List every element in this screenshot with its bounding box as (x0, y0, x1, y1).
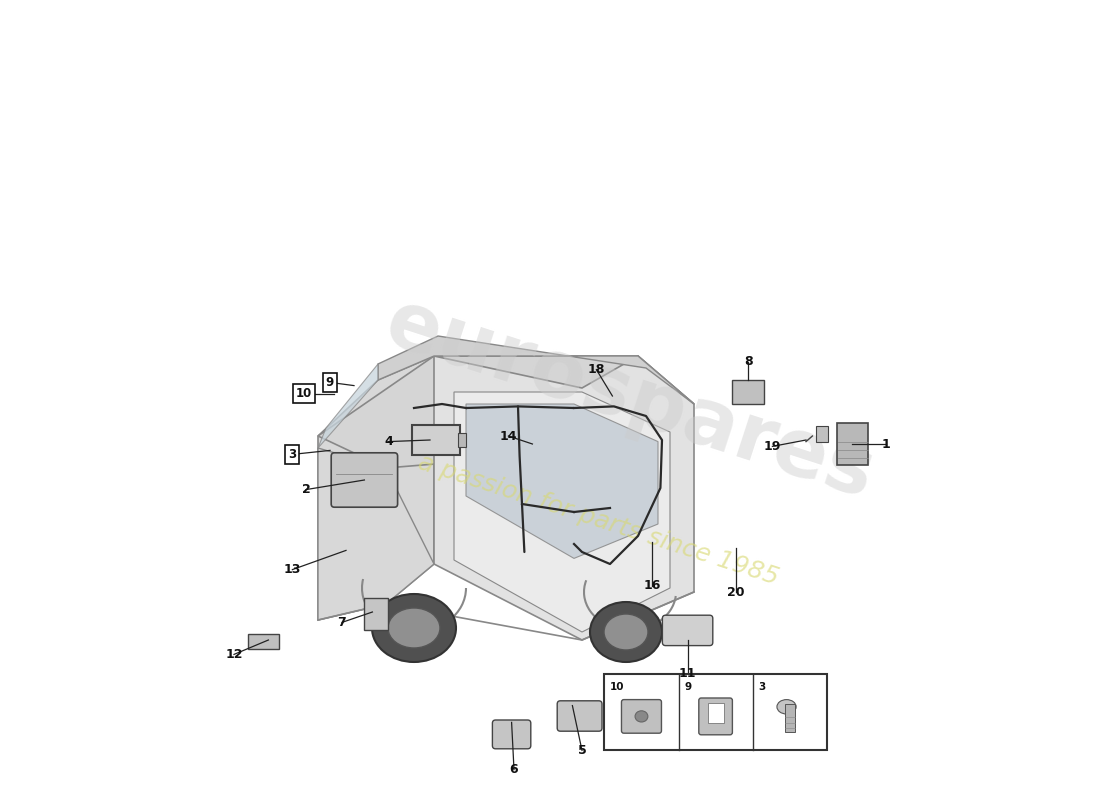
Bar (604, 674, 827, 750)
Ellipse shape (635, 711, 648, 722)
Ellipse shape (388, 608, 440, 648)
Text: 18: 18 (587, 363, 605, 376)
Bar (249, 634, 278, 649)
Text: 5: 5 (578, 744, 586, 757)
Text: 16: 16 (644, 579, 661, 592)
Polygon shape (466, 404, 658, 558)
Text: 2: 2 (301, 483, 310, 496)
Text: 11: 11 (679, 667, 696, 680)
FancyBboxPatch shape (558, 701, 602, 731)
Bar (707, 702, 724, 723)
Polygon shape (318, 356, 434, 620)
Bar (458, 433, 466, 447)
Polygon shape (378, 336, 694, 404)
Text: eurospares: eurospares (376, 284, 884, 516)
FancyBboxPatch shape (698, 698, 733, 734)
FancyBboxPatch shape (493, 720, 531, 749)
Bar (364, 598, 387, 630)
Text: 13: 13 (284, 563, 301, 576)
Text: 10: 10 (296, 387, 311, 400)
Bar (733, 380, 764, 404)
Bar (816, 426, 827, 442)
Bar (785, 705, 794, 733)
Ellipse shape (372, 594, 456, 662)
Text: 9: 9 (326, 376, 334, 389)
Polygon shape (318, 356, 694, 468)
Text: 19: 19 (763, 440, 781, 453)
Text: 7: 7 (338, 616, 346, 629)
Text: a passion for parts since 1985: a passion for parts since 1985 (415, 450, 781, 590)
Text: 20: 20 (727, 586, 745, 598)
Text: 6: 6 (509, 763, 518, 776)
Text: 3: 3 (288, 448, 297, 461)
Ellipse shape (604, 614, 648, 650)
Ellipse shape (777, 699, 796, 714)
Text: 1: 1 (881, 438, 890, 450)
Text: 3: 3 (758, 682, 766, 692)
FancyBboxPatch shape (331, 453, 397, 507)
Bar (837, 423, 868, 465)
Polygon shape (434, 356, 694, 640)
Text: 8: 8 (744, 355, 752, 368)
Bar (412, 425, 461, 455)
Text: 9: 9 (684, 682, 691, 692)
Text: 4: 4 (384, 435, 393, 448)
Polygon shape (318, 448, 434, 620)
Ellipse shape (590, 602, 662, 662)
FancyBboxPatch shape (621, 699, 661, 733)
Polygon shape (318, 364, 378, 448)
Text: 14: 14 (499, 430, 517, 442)
Polygon shape (454, 392, 670, 632)
Text: 10: 10 (610, 682, 625, 692)
Text: 12: 12 (226, 648, 243, 661)
FancyBboxPatch shape (662, 615, 713, 646)
